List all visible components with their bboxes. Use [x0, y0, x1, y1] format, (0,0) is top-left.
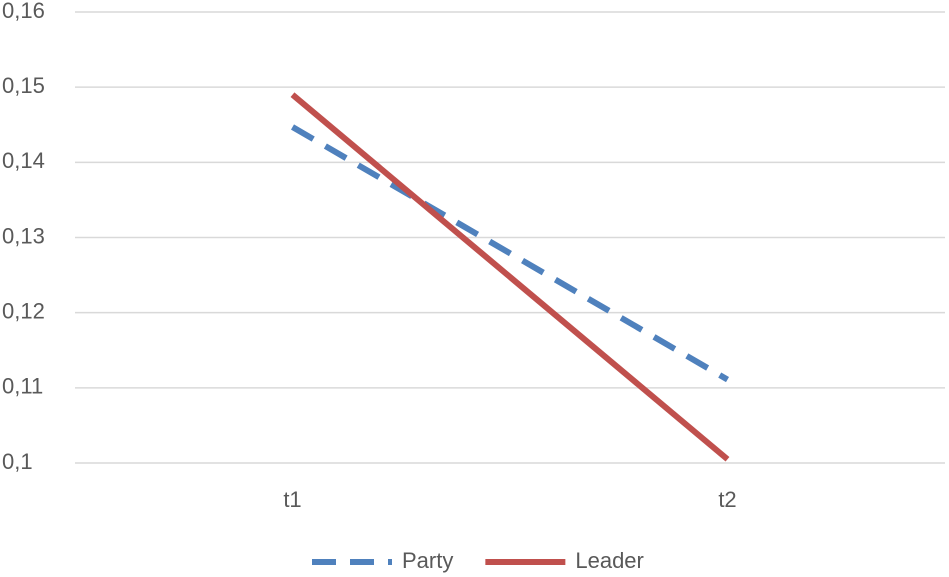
y-tick-label: 0,11	[2, 374, 43, 399]
y-tick-label: 0,13	[2, 223, 45, 248]
series-line	[290, 92, 730, 462]
y-tick-label: 0,16	[2, 0, 45, 23]
x-tick-label: t2	[718, 487, 736, 512]
y-tick-label: 0,15	[2, 73, 45, 98]
legend-label: Leader	[575, 548, 644, 573]
y-tick-label: 0,14	[2, 148, 45, 173]
y-tick-label: 0,1	[2, 449, 33, 474]
series-line	[290, 124, 730, 383]
legend-label: Party	[402, 548, 453, 573]
x-tick-label: t1	[283, 487, 301, 512]
y-tick-label: 0,12	[2, 298, 45, 323]
